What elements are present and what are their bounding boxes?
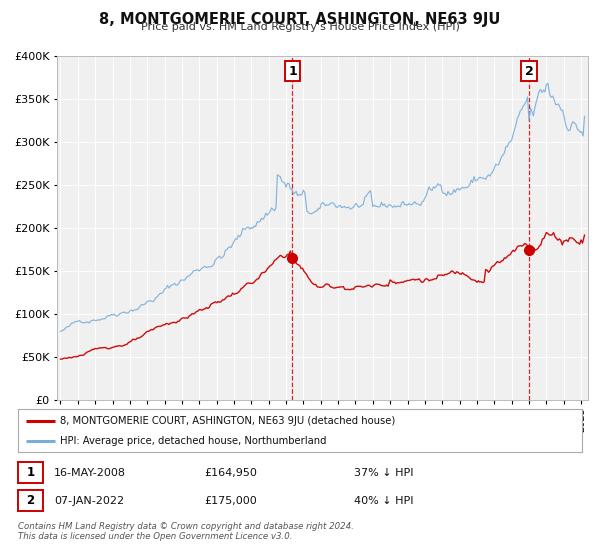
Text: 8, MONTGOMERIE COURT, ASHINGTON, NE63 9JU (detached house): 8, MONTGOMERIE COURT, ASHINGTON, NE63 9J… [60,416,395,426]
Text: £175,000: £175,000 [204,496,257,506]
Text: 40% ↓ HPI: 40% ↓ HPI [354,496,413,506]
Text: 2: 2 [26,494,35,507]
Text: 2: 2 [525,65,534,78]
Text: Contains HM Land Registry data © Crown copyright and database right 2024.
This d: Contains HM Land Registry data © Crown c… [18,522,354,542]
Text: 1: 1 [288,65,297,78]
Text: Price paid vs. HM Land Registry's House Price Index (HPI): Price paid vs. HM Land Registry's House … [140,22,460,32]
Text: HPI: Average price, detached house, Northumberland: HPI: Average price, detached house, Nort… [60,436,327,446]
Text: 07-JAN-2022: 07-JAN-2022 [54,496,124,506]
Text: 16-MAY-2008: 16-MAY-2008 [54,468,126,478]
Text: 8, MONTGOMERIE COURT, ASHINGTON, NE63 9JU: 8, MONTGOMERIE COURT, ASHINGTON, NE63 9J… [100,12,500,27]
Text: 37% ↓ HPI: 37% ↓ HPI [354,468,413,478]
Text: £164,950: £164,950 [204,468,257,478]
Text: 1: 1 [26,466,35,479]
